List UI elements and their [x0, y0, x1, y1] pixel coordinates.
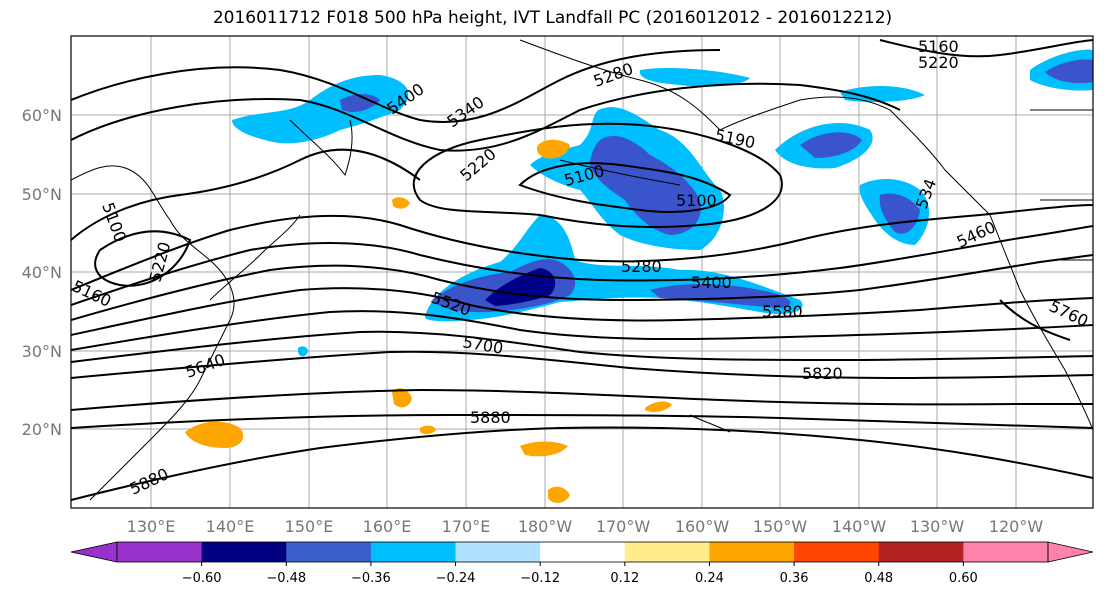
lon-label: 170°W [596, 517, 651, 536]
state-border [1030, 109, 1093, 261]
blue-shade-region [639, 67, 750, 87]
contour-line [71, 413, 1093, 429]
blue-shade-region [298, 346, 308, 357]
blue-shade-region [590, 135, 701, 235]
coastline-alaska [519, 39, 991, 216]
orange-shade-region [536, 139, 570, 159]
contour-line [71, 287, 1093, 336]
colorbar-cell [624, 542, 710, 562]
contour-line [71, 426, 1093, 501]
shading-negative [232, 49, 1093, 357]
coastline-kamchatka [289, 119, 353, 177]
orange-shade-region [185, 421, 244, 448]
blue-shade-region [800, 132, 862, 158]
colorbar-tick-label: −0.24 [436, 571, 476, 586]
colorbar-tick-label: −0.60 [182, 571, 222, 586]
colorbar-tick-label: −0.48 [266, 571, 306, 586]
orange-shade-region [392, 388, 412, 408]
height-contours [71, 39, 1093, 501]
orange-shade-region [520, 441, 568, 457]
chart-title: 2016011712 F018 500 hPa height, IVT Land… [212, 8, 893, 28]
blue-shade-region [1045, 59, 1093, 84]
shading-positive [185, 139, 672, 503]
contour-line [71, 254, 1093, 321]
colorbar-tick-label: 0.24 [695, 571, 724, 586]
contour-label: 5160 [918, 37, 959, 56]
colorbar-extend-high [1047, 541, 1094, 563]
colorbar-cell [286, 542, 372, 562]
colorbar-extend-low [70, 541, 118, 563]
contour-line [71, 388, 1093, 411]
colorbar-tick-label: 0.36 [780, 571, 809, 586]
blue-shade-region [650, 284, 791, 308]
longitude-labels: 130°E 140°E 150°E 160°E 170°E 180°W 170°… [127, 517, 1044, 536]
lon-label: 180°W [518, 517, 573, 536]
lat-label: 60°N [22, 106, 62, 125]
colorbar-cell [709, 542, 795, 562]
lon-label: 120°W [989, 517, 1044, 536]
contour-label: 5580 [762, 302, 803, 321]
contour-line [71, 82, 901, 152]
blue-shade-region [232, 75, 409, 144]
contour-label: 5100 [676, 191, 717, 210]
contour-label: 5280 [621, 257, 662, 276]
lon-label: 170°E [442, 517, 491, 536]
colorbar-cell [117, 542, 203, 562]
contour-line [518, 162, 732, 213]
contour-line [71, 350, 1093, 380]
colorbar-frame [116, 541, 1049, 563]
contour-line [94, 230, 192, 287]
lat-label: 40°N [22, 263, 62, 282]
coastline-japan [209, 214, 301, 301]
contour-label: 5400 [691, 273, 732, 292]
colorbar-tick-label: 0.60 [949, 571, 978, 586]
orange-shade-region [392, 197, 410, 209]
contour-line [71, 310, 1093, 351]
lon-label: 160°E [363, 517, 412, 536]
lat-label: 30°N [22, 342, 62, 361]
contour-line [879, 39, 1093, 58]
colorbar: −0.60 −0.48 −0.36 −0.24 −0.12 0.12 0.24 0.36 0.4… [70, 541, 1094, 586]
contour-line [999, 299, 1071, 341]
lon-label: 140°W [832, 517, 887, 536]
colorbar-tick-label: −0.36 [351, 571, 391, 586]
contour-line [71, 225, 1093, 306]
orange-shade-region [420, 425, 436, 435]
colorbar-cell [794, 542, 880, 562]
colorbar-cell [540, 542, 626, 562]
contour-line [71, 148, 421, 241]
lat-label: 50°N [22, 185, 62, 204]
latitude-labels: 20°N 30°N 40°N 50°N 60°N [22, 106, 62, 439]
lon-label: 130°W [910, 517, 965, 536]
blue-shade-region [840, 86, 925, 103]
map-frame [70, 35, 1094, 509]
contour-label: 5880 [470, 408, 511, 427]
colorbar-tick-label: −0.12 [520, 571, 560, 586]
colorbar-tick-label: 0.12 [610, 571, 639, 586]
lon-label: 150°W [753, 517, 808, 536]
colorbar-cell [963, 542, 1049, 562]
contour-label: 5220 [918, 53, 959, 72]
colorbar-cell [878, 542, 964, 562]
colorbar-tick-label: 0.48 [864, 571, 893, 586]
lat-label: 20°N [22, 420, 62, 439]
contour-label: 5820 [802, 364, 843, 383]
contour-line [71, 330, 1093, 363]
blue-shade-region [340, 94, 380, 112]
lon-label: 140°E [206, 517, 255, 536]
colorbar-cell [455, 542, 541, 562]
coastline-na-west [989, 214, 1093, 431]
colorbar-cell [201, 542, 287, 562]
contour-line [71, 49, 721, 123]
coastline-asia [71, 165, 235, 501]
colorbar-cell [370, 542, 457, 562]
contour-line [412, 122, 783, 228]
orange-shade-region [645, 401, 672, 413]
lon-label: 150°E [285, 517, 334, 536]
orange-shade-region [548, 486, 570, 503]
lon-label: 130°E [127, 517, 176, 536]
lon-label: 160°W [675, 517, 730, 536]
contour-line [71, 204, 1093, 291]
